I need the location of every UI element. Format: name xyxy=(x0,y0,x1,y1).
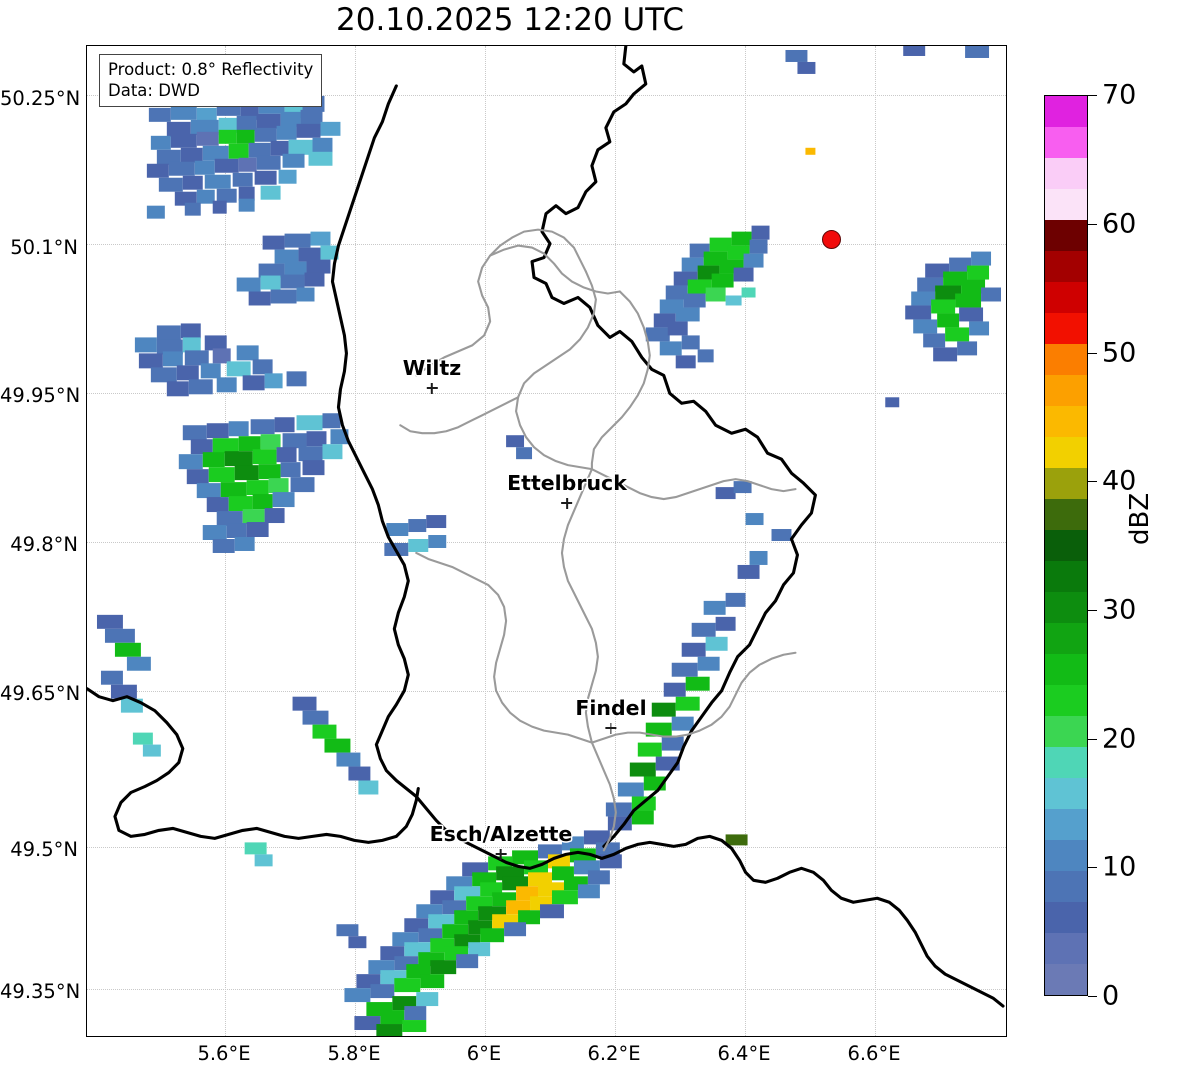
gridline-lon xyxy=(875,46,876,1036)
colorbar-band xyxy=(1045,623,1087,654)
colorbar-gradient xyxy=(1044,95,1088,996)
city-label-esch-alzette: Esch/Alzette xyxy=(429,822,573,861)
lat-tick-49-5: 49.5°N xyxy=(10,838,78,861)
lon-tick-6-0: 6°E xyxy=(466,1042,502,1065)
colorbar-tick-label-0: 0 xyxy=(1102,980,1120,1012)
gridline-lat xyxy=(87,95,1006,96)
colorbar-band xyxy=(1045,220,1087,251)
colorbar-band xyxy=(1045,313,1087,344)
gridline-lat xyxy=(87,542,1006,543)
city-label-ettelbruck: Ettelbruck xyxy=(507,471,627,510)
city-name: Wiltz xyxy=(402,356,462,380)
colorbar-tick xyxy=(1088,95,1097,96)
colorbar-band xyxy=(1045,561,1087,592)
gridline-lon xyxy=(355,46,356,1036)
lon-tick-6-2: 6.2°E xyxy=(587,1042,641,1065)
colorbar-band xyxy=(1045,716,1087,747)
colorbar-tick xyxy=(1088,353,1097,354)
colorbar-tick-label-60: 60 xyxy=(1102,208,1137,240)
gridline-lat xyxy=(87,244,1006,245)
colorbar-band xyxy=(1045,468,1087,499)
radar-site-marker[interactable] xyxy=(822,230,841,249)
city-marker-icon xyxy=(507,496,627,510)
gridline-lon xyxy=(485,46,486,1036)
colorbar-band xyxy=(1045,406,1087,437)
colorbar-band xyxy=(1045,840,1087,871)
colorbar-band xyxy=(1045,96,1087,127)
colorbar-tick xyxy=(1088,739,1097,740)
colorbar-tick-label-20: 20 xyxy=(1102,723,1137,755)
city-label-wiltz: Wiltz xyxy=(403,356,461,395)
city-name: Esch/Alzette xyxy=(429,822,573,846)
colorbar-tick xyxy=(1088,867,1097,868)
city-marker-icon xyxy=(575,721,646,735)
colorbar-band xyxy=(1045,127,1087,158)
city-marker-icon xyxy=(403,381,461,395)
colorbar-band xyxy=(1045,933,1087,964)
radar-map-plot[interactable]: Wiltz Ettelbruck Findel Esch/Alzette Pro… xyxy=(86,45,1007,1037)
colorbar-band xyxy=(1045,158,1087,189)
colorbar-tick-label-30: 30 xyxy=(1102,594,1137,626)
lat-tick-49-95: 49.95°N xyxy=(0,384,81,407)
lon-tick-6-4: 6.4°E xyxy=(717,1042,771,1065)
colorbar-band xyxy=(1045,344,1087,375)
colorbar-tick xyxy=(1088,224,1097,225)
colorbar-band xyxy=(1045,809,1087,840)
colorbar-band xyxy=(1045,375,1087,406)
lat-tick-49-35: 49.35°N xyxy=(0,980,81,1003)
gridline-lat xyxy=(87,691,1006,692)
colorbar-tick-label-50: 50 xyxy=(1102,337,1137,369)
colorbar-band xyxy=(1045,654,1087,685)
lat-tick-50-1: 50.1°N xyxy=(10,236,78,259)
data-source-line: Data: DWD xyxy=(108,81,200,101)
colorbar-tick xyxy=(1088,610,1097,611)
colorbar-tick-label-70: 70 xyxy=(1102,79,1137,111)
colorbar-tick xyxy=(1088,481,1097,482)
colorbar-band xyxy=(1045,282,1087,313)
colorbar-unit-label: dBZ xyxy=(1125,492,1155,545)
colorbar-band xyxy=(1045,592,1087,623)
gridline-lon xyxy=(615,46,616,1036)
colorbar-band xyxy=(1045,251,1087,282)
lon-tick-5-8: 5.8°E xyxy=(327,1042,381,1065)
colorbar-band xyxy=(1045,871,1087,902)
city-name: Ettelbruck xyxy=(507,471,627,495)
colorbar-band xyxy=(1045,189,1087,220)
colorbar-band xyxy=(1045,964,1087,995)
colorbar[interactable]: 70 60 50 40 30 20 10 0 xyxy=(1044,80,1136,1012)
gridline-lat xyxy=(87,989,1006,990)
colorbar-band xyxy=(1045,902,1087,933)
colorbar-tick-label-10: 10 xyxy=(1102,851,1137,883)
colorbar-band xyxy=(1045,685,1087,716)
radar-reflectivity-layer xyxy=(87,46,1005,1036)
lon-tick-6-6: 6.6°E xyxy=(847,1042,901,1065)
lat-tick-50-25: 50.25°N xyxy=(0,87,81,110)
city-marker-icon xyxy=(430,847,573,861)
info-legend-box: Product: 0.8° Reflectivity Data: DWD xyxy=(99,54,323,108)
colorbar-band xyxy=(1045,499,1087,530)
lat-tick-49-8: 49.8°N xyxy=(10,533,78,556)
page-title: 20.10.2025 12:20 UTC xyxy=(336,2,684,38)
gridline-lon xyxy=(745,46,746,1036)
city-name: Findel xyxy=(575,696,647,720)
product-line: Product: 0.8° Reflectivity xyxy=(108,60,314,79)
colorbar-band xyxy=(1045,747,1087,778)
colorbar-band xyxy=(1045,530,1087,561)
colorbar-band xyxy=(1045,778,1087,809)
gridline-lat xyxy=(87,393,1006,394)
lon-tick-5-6: 5.6°E xyxy=(197,1042,251,1065)
colorbar-tick xyxy=(1088,996,1097,997)
colorbar-band xyxy=(1045,437,1087,468)
colorbar-tick-label-40: 40 xyxy=(1102,465,1137,497)
city-label-findel: Findel xyxy=(575,696,647,735)
lat-tick-49-65: 49.65°N xyxy=(0,682,81,705)
